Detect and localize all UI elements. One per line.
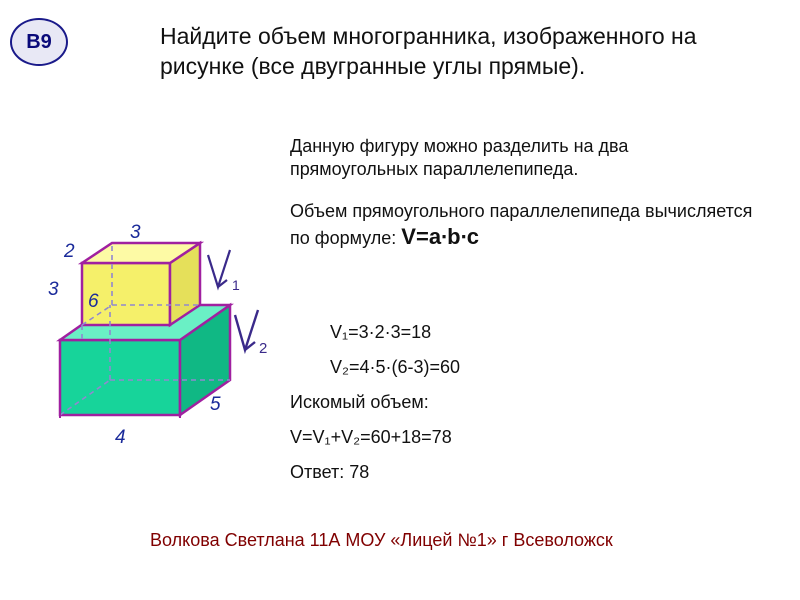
problem-badge: B9 <box>10 18 68 66</box>
calc-v1: V₁=3·2·3=18 <box>330 315 770 350</box>
svg-text:2: 2 <box>259 340 267 357</box>
formula-prefix: Объем прямоугольного параллелепипеда выч… <box>290 201 752 248</box>
dim-3-left: 3 <box>48 279 59 300</box>
author-footer: Волкова Светлана 11А МОУ «Лицей №1» г Вс… <box>150 530 613 551</box>
dim-6: 6 <box>88 291 99 312</box>
polyhedron-figure: 2 3 3 6 4 5 1 2 <box>30 195 290 455</box>
v1-label: 1 <box>208 250 240 293</box>
dim-3-top: 3 <box>130 222 141 243</box>
calc-v2: V₂=4·5·(6-3)=60 <box>330 350 770 385</box>
dim-5: 5 <box>210 394 221 415</box>
paragraph-formula: Объем прямоугольного параллелепипеда выч… <box>290 200 760 252</box>
bottom-front-face <box>60 340 180 415</box>
dim-2: 2 <box>63 241 75 262</box>
calculation-block: V₁=3·2·3=18 V₂=4·5·(6-3)=60 Искомый объе… <box>330 315 770 490</box>
calc-sum: V=V₁+V₂=60+18=78 <box>290 420 770 455</box>
v2-label: 2 <box>235 310 267 357</box>
volume-formula: V=a∙b∙c <box>401 224 479 249</box>
svg-text:1: 1 <box>232 277 240 293</box>
calc-answer: Ответ: 78 <box>290 455 770 490</box>
calc-label: Искомый объем: <box>290 385 770 420</box>
dim-4: 4 <box>115 427 126 448</box>
paragraph-split: Данную фигуру можно разделить на два пря… <box>290 135 760 180</box>
problem-title: Найдите объем многогранника, изображенно… <box>160 22 760 82</box>
